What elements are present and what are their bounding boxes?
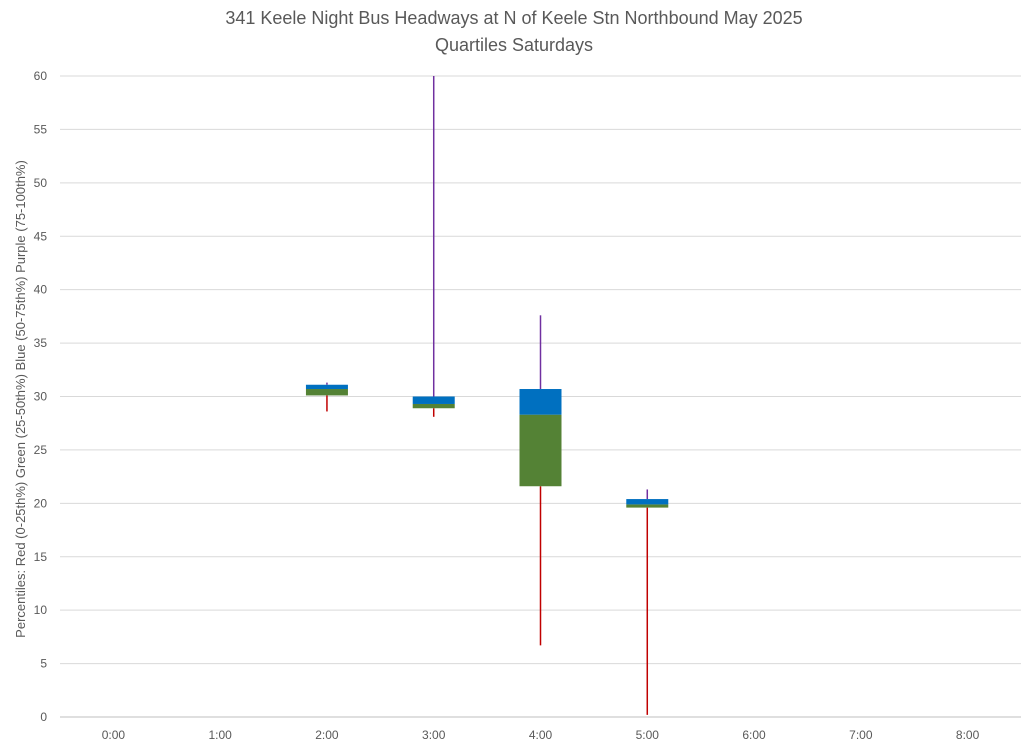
y-tick-label: 45 bbox=[34, 229, 48, 243]
lower-box bbox=[305, 389, 348, 396]
box-plot-layer bbox=[305, 76, 669, 715]
box-plot-2-00 bbox=[305, 382, 348, 412]
box-plot-5-00 bbox=[626, 489, 669, 715]
y-tick-label: 60 bbox=[34, 69, 48, 83]
x-tick-label: 4:00 bbox=[529, 728, 553, 742]
lower-box bbox=[519, 414, 562, 487]
x-tick-label: 7:00 bbox=[849, 728, 873, 742]
y-tick-label: 15 bbox=[34, 550, 48, 564]
lower-box bbox=[626, 504, 669, 508]
y-axis-label: Percentiles: Red (0-25th%) Green (25-50t… bbox=[13, 160, 28, 638]
y-tick-label: 35 bbox=[34, 336, 48, 350]
upper-box bbox=[412, 396, 455, 404]
x-tick-label: 0:00 bbox=[102, 728, 126, 742]
upper-box bbox=[626, 499, 669, 505]
x-tick-label: 1:00 bbox=[208, 728, 232, 742]
box-plot-4-00 bbox=[519, 315, 562, 646]
x-tick-label: 3:00 bbox=[422, 728, 446, 742]
y-tick-label: 10 bbox=[34, 603, 48, 617]
y-tick-label: 5 bbox=[40, 657, 47, 671]
y-tick-label: 50 bbox=[34, 176, 48, 190]
y-tick-label: 30 bbox=[34, 390, 48, 404]
x-tick-label: 8:00 bbox=[956, 728, 980, 742]
x-tick-label: 6:00 bbox=[742, 728, 766, 742]
y-tick-label: 40 bbox=[34, 283, 48, 297]
lower-box bbox=[412, 403, 455, 409]
y-tick-label: 0 bbox=[40, 710, 47, 724]
x-tick-label: 5:00 bbox=[636, 728, 660, 742]
chart-subtitle: Quartiles Saturdays bbox=[435, 35, 593, 55]
x-tick-label: 2:00 bbox=[315, 728, 339, 742]
y-tick-label: 20 bbox=[34, 496, 48, 510]
y-tick-labels: 0 5 10 15 20 25 30 35 40 45 50 55 60 bbox=[34, 69, 48, 724]
upper-box bbox=[305, 384, 348, 390]
upper-box bbox=[519, 389, 562, 415]
y-tick-label: 25 bbox=[34, 443, 48, 457]
x-tick-labels: 0:00 1:00 2:00 3:00 4:00 5:00 6:00 7:00 8:00 bbox=[102, 728, 980, 742]
y-tick-label: 55 bbox=[34, 122, 48, 136]
chart-title: 341 Keele Night Bus Headways at N of Kee… bbox=[225, 8, 802, 28]
box-plot-3-00 bbox=[412, 76, 455, 417]
